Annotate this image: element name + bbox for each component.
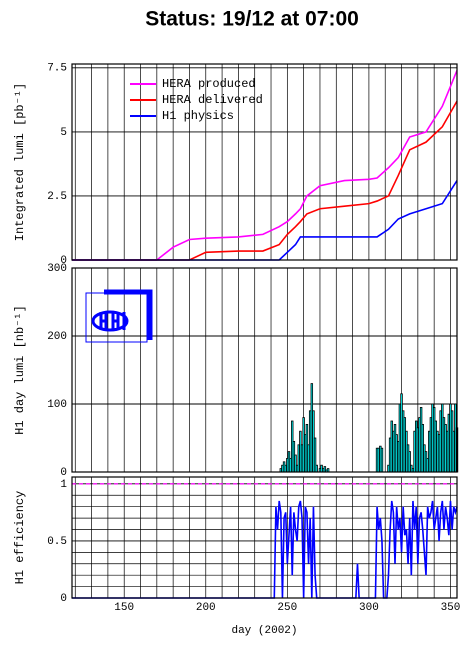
y-tick-label: 0 (60, 467, 67, 479)
legend-label: H1 physics (162, 109, 234, 123)
x-axis-label: day (2002) (231, 625, 297, 637)
h1-logo (85, 289, 153, 343)
x-tick-label: 150 (114, 602, 134, 614)
y-axis-label: H1 day lumi [nb⁻¹] (13, 305, 27, 435)
y-tick-label: 1 (60, 479, 67, 491)
line (72, 180, 458, 261)
y-tick-label: 0 (60, 593, 67, 605)
legend-label: HERA produced (162, 77, 256, 91)
y-tick-label: 200 (47, 331, 67, 343)
x-tick-label: 350 (441, 602, 461, 614)
panel-frame (71, 267, 458, 473)
y-tick-label: 2.5 (47, 191, 67, 203)
legend-label: HERA delivered (162, 93, 263, 107)
y-tick-label: 0 (60, 255, 67, 267)
panel: 0 100 200 300 H1 day lumi [nb⁻¹] (13, 263, 459, 479)
x-tick-label: 300 (359, 602, 379, 614)
chart-title: Status: 19/12 at 07:00 (145, 8, 359, 31)
bar (380, 447, 384, 473)
x-tick-label: 200 (196, 602, 216, 614)
y-tick-label: 300 (47, 263, 67, 275)
panel-frame (71, 476, 458, 599)
panel: 0 2.5 5 7.5 Integrated lumi [pb⁻¹] HERA produ… (13, 63, 458, 267)
y-tick-label: 7.5 (47, 63, 67, 75)
panel: 0 0.5 1 H1 efficiency 150 200 250 300 350 day (20… (13, 476, 461, 637)
line (72, 500, 458, 599)
y-axis-label: Integrated lumi [pb⁻¹] (13, 83, 27, 241)
line (72, 70, 458, 261)
bar (315, 464, 318, 473)
y-axis-label: H1 efficiency (13, 491, 27, 585)
y-tick-label: 100 (47, 399, 67, 411)
x-tick-label: 250 (277, 602, 297, 614)
y-tick-label: 0.5 (47, 536, 67, 548)
line (72, 100, 458, 261)
y-tick-label: 5 (60, 127, 67, 139)
panel-frame (71, 63, 458, 261)
